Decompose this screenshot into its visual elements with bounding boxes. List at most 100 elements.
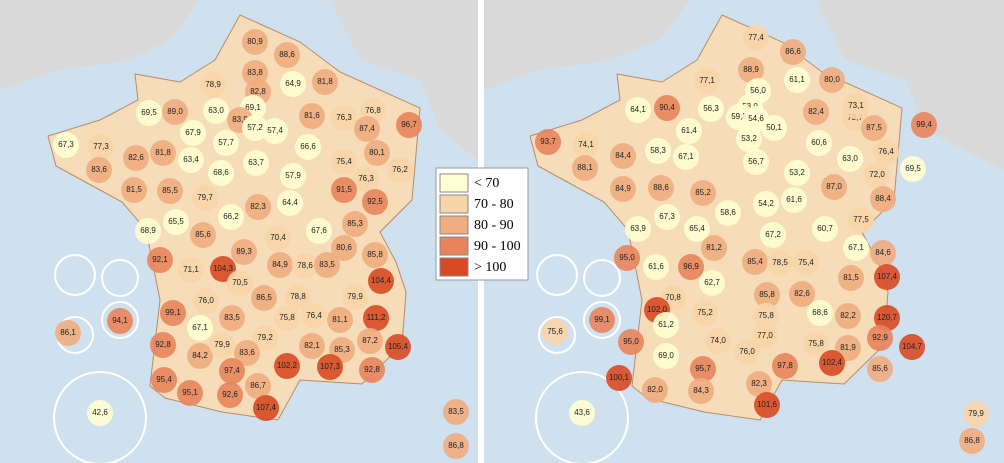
department-area — [213, 130, 239, 156]
department-area — [959, 428, 985, 454]
department-area — [754, 392, 780, 418]
department-value: 69,0 — [658, 351, 674, 360]
department-value: 85,6 — [195, 230, 211, 239]
department-area — [359, 357, 385, 383]
department-area — [694, 68, 720, 94]
department-value: 89,0 — [167, 107, 183, 116]
department-area — [274, 353, 300, 379]
department-value: 69,5 — [905, 164, 921, 173]
inset-circle — [583, 259, 621, 297]
department-area — [761, 115, 787, 141]
department-value: 81,5 — [126, 185, 142, 194]
department-value: 81,1 — [332, 315, 348, 324]
department-value: 102,4 — [822, 358, 843, 367]
department-value: 77,0 — [757, 331, 773, 340]
department-area — [299, 333, 325, 359]
department-area — [387, 157, 413, 183]
department-value: 87,5 — [866, 123, 882, 132]
department-area — [819, 350, 845, 376]
map-panel: 80,9 88,6 78,9 83,8 64,9 81,8 89,0 69,5 63,0 82,8… — [0, 0, 478, 463]
department-value: 101,6 — [757, 400, 778, 409]
department-value: 85,4 — [747, 257, 763, 266]
department-value: 54,6 — [748, 114, 764, 123]
department-value: 65,5 — [168, 217, 184, 226]
department-value: 56,0 — [750, 86, 766, 95]
department-area — [867, 356, 893, 382]
department-area — [589, 307, 615, 333]
department-area — [280, 71, 306, 97]
department-area — [187, 343, 213, 369]
department-area — [242, 115, 268, 141]
department-value: 53,2 — [789, 168, 805, 177]
department-value: 105,4 — [388, 342, 409, 351]
department-area — [180, 120, 206, 146]
department-value: 76,3 — [336, 113, 352, 122]
department-value: 88,1 — [577, 163, 593, 172]
department-area — [864, 162, 890, 188]
department-value: 76,4 — [878, 147, 894, 156]
department-value: 92,5 — [367, 197, 383, 206]
department-area — [535, 129, 561, 155]
department-value: 67,9 — [185, 128, 201, 137]
department-value: 75,6 — [547, 327, 563, 336]
department-area — [135, 218, 161, 244]
department-area — [803, 99, 829, 125]
department-area — [285, 284, 311, 310]
department-value: 78,8 — [290, 292, 306, 301]
department-area — [688, 378, 714, 404]
department-value: 120,7 — [877, 313, 898, 322]
legend-label: > 100 — [474, 260, 506, 275]
department-area — [312, 69, 338, 95]
department-value: 95,7 — [695, 364, 711, 373]
legend-swatch — [439, 257, 469, 277]
department-value: 63,0 — [208, 106, 224, 115]
department-area — [314, 252, 340, 278]
department-area — [209, 332, 235, 358]
department-value: 77,4 — [748, 33, 764, 42]
department-value: 86,8 — [448, 441, 464, 450]
department-value: 78,5 — [772, 258, 788, 267]
department-value: 86,8 — [964, 436, 980, 445]
department-area — [163, 209, 189, 235]
department-area — [673, 144, 699, 170]
department-area — [368, 268, 394, 294]
department-area — [911, 112, 937, 138]
department-value: 84,9 — [615, 184, 631, 193]
department-area — [354, 116, 380, 142]
department-value: 82,4 — [808, 107, 824, 116]
department-area — [784, 160, 810, 186]
department-area — [625, 97, 651, 123]
department-value: 57,9 — [285, 171, 301, 180]
department-value: 54,2 — [758, 199, 774, 208]
department-area — [753, 303, 779, 329]
department-value: 56,3 — [703, 104, 719, 113]
legend-swatch — [439, 236, 469, 256]
department-area — [242, 29, 268, 55]
department-area — [121, 177, 147, 203]
department-area — [705, 328, 731, 354]
department-area — [806, 130, 832, 156]
department-value: 43,6 — [574, 408, 590, 417]
department-area — [362, 242, 388, 268]
department-area — [331, 177, 357, 203]
department-value: 111,2 — [367, 313, 386, 322]
department-area — [190, 222, 216, 248]
department-value: 100,1 — [609, 373, 630, 382]
department-value: 82,6 — [128, 153, 144, 162]
department-area — [443, 399, 469, 425]
department-value: 81,9 — [840, 343, 856, 352]
department-area — [178, 257, 204, 283]
department-value: 96,7 — [401, 120, 417, 129]
department-value: 85,5 — [162, 186, 178, 195]
department-value: 73,1 — [848, 101, 864, 110]
department-area — [676, 118, 702, 144]
department-area — [262, 118, 288, 144]
department-value: 76,8 — [365, 106, 381, 115]
department-value: 50,1 — [766, 123, 782, 132]
legend-swatch — [439, 215, 469, 235]
department-value: 92,1 — [152, 255, 168, 264]
department-value: 71,1 — [183, 265, 199, 274]
department-area — [362, 189, 388, 215]
department-area — [692, 300, 718, 326]
legend-label: 90 - 100 — [474, 239, 521, 254]
